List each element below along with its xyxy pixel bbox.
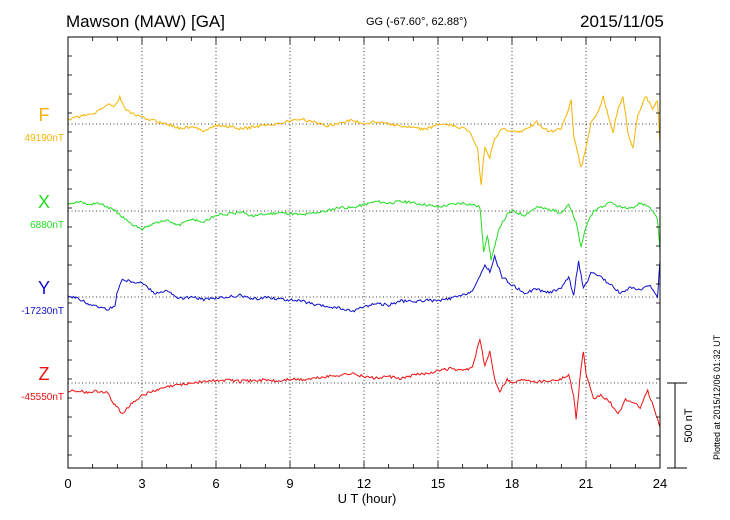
component-label-y: Y [38,278,50,298]
baseline-value-y: -17230nT [21,306,64,317]
component-label-z: Z [39,364,50,384]
x-tick-label: 9 [286,476,293,491]
x-axis-label: U T (hour) [338,491,397,506]
geographic-coordinates: GG (-67.60°, 62.88°) [366,16,468,28]
x-tick-label: 15 [431,476,445,491]
series-line-f [67,94,661,186]
x-tick-label: 3 [138,476,145,491]
x-tick-label: 0 [64,476,71,491]
x-tick-label: 21 [579,476,593,491]
x-tick-label: 12 [357,476,371,491]
x-tick-label: 18 [505,476,519,491]
series-line-y [67,253,661,313]
baseline-value-z: -45550nT [21,392,64,403]
baseline-value-x: 6880nT [30,220,64,231]
series-line-z [67,337,661,428]
scale-bar-label: 500 nT [683,408,695,443]
x-tick-label: 6 [212,476,219,491]
baseline-value-f: 49190nT [25,133,64,144]
series-group [67,94,661,428]
component-label-f: F [39,105,50,125]
series-line-x [67,199,661,261]
station-title: Mawson (MAW) [GA] [66,12,225,31]
x-tick-label: 24 [653,476,667,491]
component-label-x: X [38,192,50,212]
axes: F 49190nT X 6880nT Y -17230nT Z -45550nT 0 3 6 9 12 1… [21,36,695,506]
plot-date: 2015/11/05 [580,12,664,31]
